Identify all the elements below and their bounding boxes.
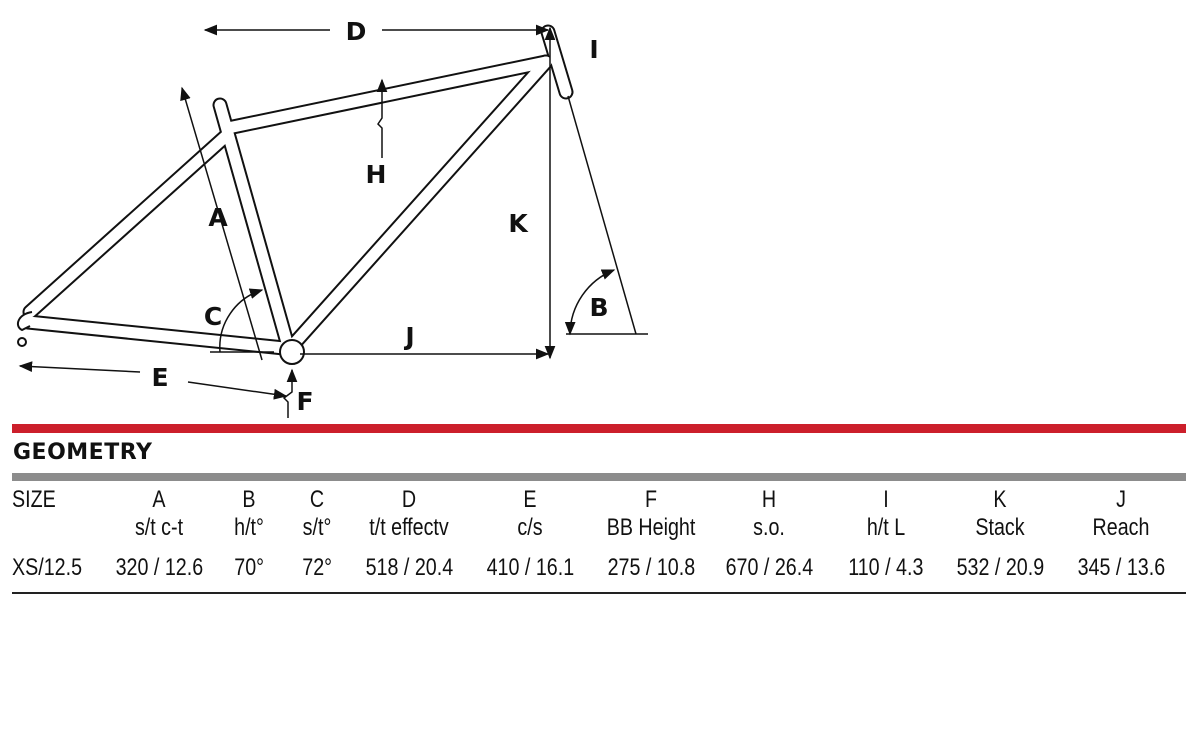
dim-a — [180, 86, 263, 361]
col-desc: Reach — [1092, 514, 1150, 541]
col-code: F — [644, 486, 658, 513]
red-divider — [12, 424, 1186, 433]
col-code: E — [523, 486, 537, 513]
cell-f: 275 / 10.8 — [592, 542, 710, 588]
col-code: H — [761, 486, 777, 513]
col-code: C — [309, 486, 325, 513]
cell-d: 518 / 20.4 — [350, 542, 468, 588]
cell-value: 72° — [302, 554, 332, 581]
col-code: A — [152, 486, 166, 513]
cell-k: 532 / 20.9 — [944, 542, 1056, 588]
table-bottom-rule — [12, 592, 1186, 594]
cell-value: 670 / 26.4 — [725, 554, 813, 581]
col-desc: s/t° — [302, 514, 332, 541]
col-code: B — [242, 486, 256, 513]
col-header-size: SIZE — [12, 486, 104, 542]
rear-dropout — [16, 311, 33, 347]
dim-b-arc — [564, 269, 616, 336]
col-code: D — [401, 486, 417, 513]
col-desc: c/s — [517, 514, 543, 541]
cell-j: 345 / 13.6 — [1056, 542, 1186, 588]
grey-divider — [12, 473, 1186, 481]
dimension-lines — [18, 24, 648, 418]
cell-size: XS/12.5 — [12, 542, 104, 588]
bottom-bracket — [279, 339, 305, 365]
section-title: GEOMETRY — [13, 440, 153, 465]
col-code: I — [883, 486, 889, 513]
label-b: B — [589, 293, 608, 322]
col-desc: s/t c-t — [134, 514, 184, 541]
cell-h: 670 / 26.4 — [710, 542, 828, 588]
dim-b-axis — [567, 95, 637, 335]
label-f: F — [296, 387, 313, 416]
col-desc: h/t L — [866, 514, 906, 541]
col-desc: t/t effectv — [369, 514, 449, 541]
dim-h — [376, 78, 388, 158]
cell-value: 345 / 13.6 — [1077, 554, 1165, 581]
dim-e-left — [18, 361, 141, 373]
col-desc: BB Height — [606, 514, 696, 541]
dim-c-arc — [219, 288, 264, 353]
bike-frame — [20, 24, 574, 356]
cell-value: 532 / 20.9 — [956, 554, 1044, 581]
col-code: K — [993, 486, 1007, 513]
cell-value: 275 / 10.8 — [607, 554, 695, 581]
cell-value: 410 / 16.1 — [486, 554, 574, 581]
cell-e: 410 / 16.1 — [468, 542, 592, 588]
cell-value: 320 / 12.6 — [115, 554, 203, 581]
col-desc: s.o. — [753, 514, 785, 541]
cell-a: 320 / 12.6 — [104, 542, 214, 588]
dimension-labels: D I H A K B C J E F — [151, 17, 608, 416]
cell-value: 518 / 20.4 — [365, 554, 453, 581]
col-desc: Stack — [975, 514, 1025, 541]
col-header-k: K Stack — [944, 486, 1056, 542]
label-d: D — [346, 17, 367, 46]
cell-i: 110 / 4.3 — [828, 542, 944, 588]
col-code: J — [1116, 486, 1126, 513]
label-a: A — [208, 203, 228, 232]
cell-b: 70° — [214, 542, 284, 588]
frame-geometry-diagram: D I H A K B C J E F — [16, 17, 648, 418]
cell-value: 110 / 4.3 — [848, 554, 924, 581]
col-header-f: F BB Height — [592, 486, 710, 542]
label-i: I — [589, 35, 598, 64]
cell-value: XS/12.5 — [12, 554, 83, 581]
label-h: H — [366, 160, 387, 189]
cell-c: 72° — [284, 542, 350, 588]
label-e: E — [151, 363, 168, 392]
col-code: SIZE — [12, 486, 56, 513]
dim-f — [282, 368, 298, 418]
label-k: K — [508, 209, 529, 238]
table-row: XS/12.5 320 / 12.6 70° 72° 518 / 20.4 41… — [12, 542, 1186, 588]
dim-e-right — [187, 381, 288, 400]
label-c: C — [204, 302, 222, 331]
cell-value: 70° — [234, 554, 264, 581]
label-j: J — [403, 322, 414, 351]
col-desc: h/t° — [234, 514, 264, 541]
col-header-j: J Reach — [1056, 486, 1186, 542]
